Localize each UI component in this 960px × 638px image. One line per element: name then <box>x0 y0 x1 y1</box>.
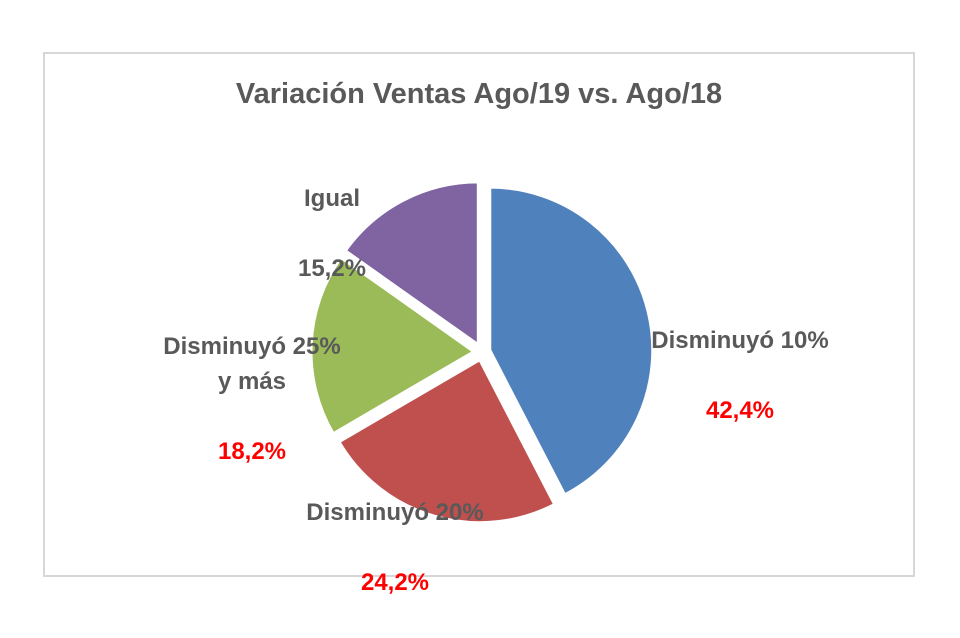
slice-label-disminuyo-10: Disminuyó 10% 42,4% <box>610 288 870 463</box>
slice-label-text: Igual <box>303 185 360 212</box>
slice-label-text: Disminuyó 25% y más <box>163 333 341 395</box>
pie-slice-3 <box>309 256 476 436</box>
slice-value-text: 42,4% <box>705 397 775 424</box>
slice-value-text: 18,2% <box>217 438 287 465</box>
slice-label-text: Disminuyó 10% <box>651 327 829 354</box>
slice-label-disminuyo-20: Disminuyó 20% 24,2% <box>265 460 525 635</box>
slice-value-text: 15,2% <box>297 255 367 282</box>
slice-label-text: Disminuyó 20% <box>306 499 484 526</box>
pie-slice-1 <box>488 185 655 497</box>
slice-value-text: 24,2% <box>360 569 430 596</box>
slice-label-disminuyo-25-y-mas: Disminuyó 25% y más 18,2% <box>122 294 382 504</box>
pie-slice-2 <box>337 358 557 525</box>
pie-slice-4 <box>343 180 480 347</box>
slice-label-igual: Igual 15,2% <box>202 146 462 321</box>
chart-title: Variación Ventas Ago/19 vs. Ago/18 <box>235 78 723 110</box>
